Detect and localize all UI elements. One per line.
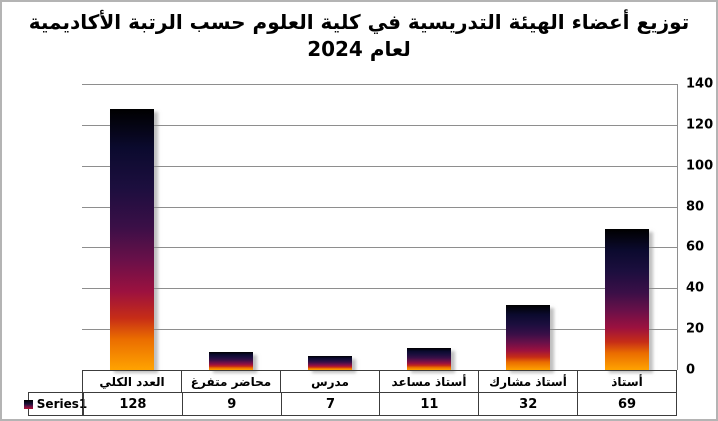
plot-area [82, 84, 678, 371]
category-cell: مدرس [280, 371, 379, 392]
y-tick-label: 100 [686, 158, 714, 174]
value-cell: 32 [478, 393, 577, 415]
legend-label: Series1 [36, 397, 88, 411]
bar [307, 355, 352, 370]
gridline [82, 165, 677, 167]
value-cell: 69 [577, 393, 676, 415]
y-tick-label: 120 [686, 117, 714, 133]
category-cell: محاضر متفرغ [181, 371, 280, 392]
chart-title-line2: لعام 2024 [307, 37, 411, 61]
y-tick-label: 60 [686, 239, 705, 255]
gridline [82, 206, 677, 208]
bar [506, 304, 551, 370]
bar [407, 347, 452, 370]
chart-title: توزيع أعضاء الهيئة التدريسية في كلية الع… [2, 9, 716, 63]
bar [109, 108, 154, 370]
legend-cell: Series1 [23, 393, 87, 415]
gridline [82, 288, 677, 290]
y-tick-label: 0 [686, 362, 696, 378]
category-header-row: العدد الكلي محاضر متفرغ مدرس أستاذ مساعد أست… [82, 370, 677, 393]
category-cell: أستاذ مساعد [379, 371, 478, 392]
y-tick-label: 40 [686, 280, 705, 296]
bar [605, 229, 650, 370]
bar [208, 351, 253, 370]
category-cell: العدد الكلي [99, 374, 165, 389]
data-table-row: Series1 128 9 7 11 32 69 [23, 392, 677, 416]
value-cell: 128 [83, 393, 182, 415]
gridline [82, 329, 677, 331]
chart-title-line1: توزيع أعضاء الهيئة التدريسية في كلية الع… [28, 10, 690, 34]
y-tick-label: 140 [686, 76, 714, 92]
y-tick-label: 80 [686, 199, 705, 215]
value-cell: 11 [379, 393, 478, 415]
gridline [82, 84, 677, 85]
legend-swatch-icon [23, 399, 33, 409]
gridline [82, 124, 677, 126]
gridline [82, 247, 677, 249]
value-cell: 9 [181, 393, 281, 415]
y-tick-label: 20 [686, 321, 705, 337]
category-cell: أستاذ [577, 371, 676, 392]
value-cell: 7 [280, 393, 380, 415]
category-cell: أستاذ مشارك [478, 371, 577, 392]
